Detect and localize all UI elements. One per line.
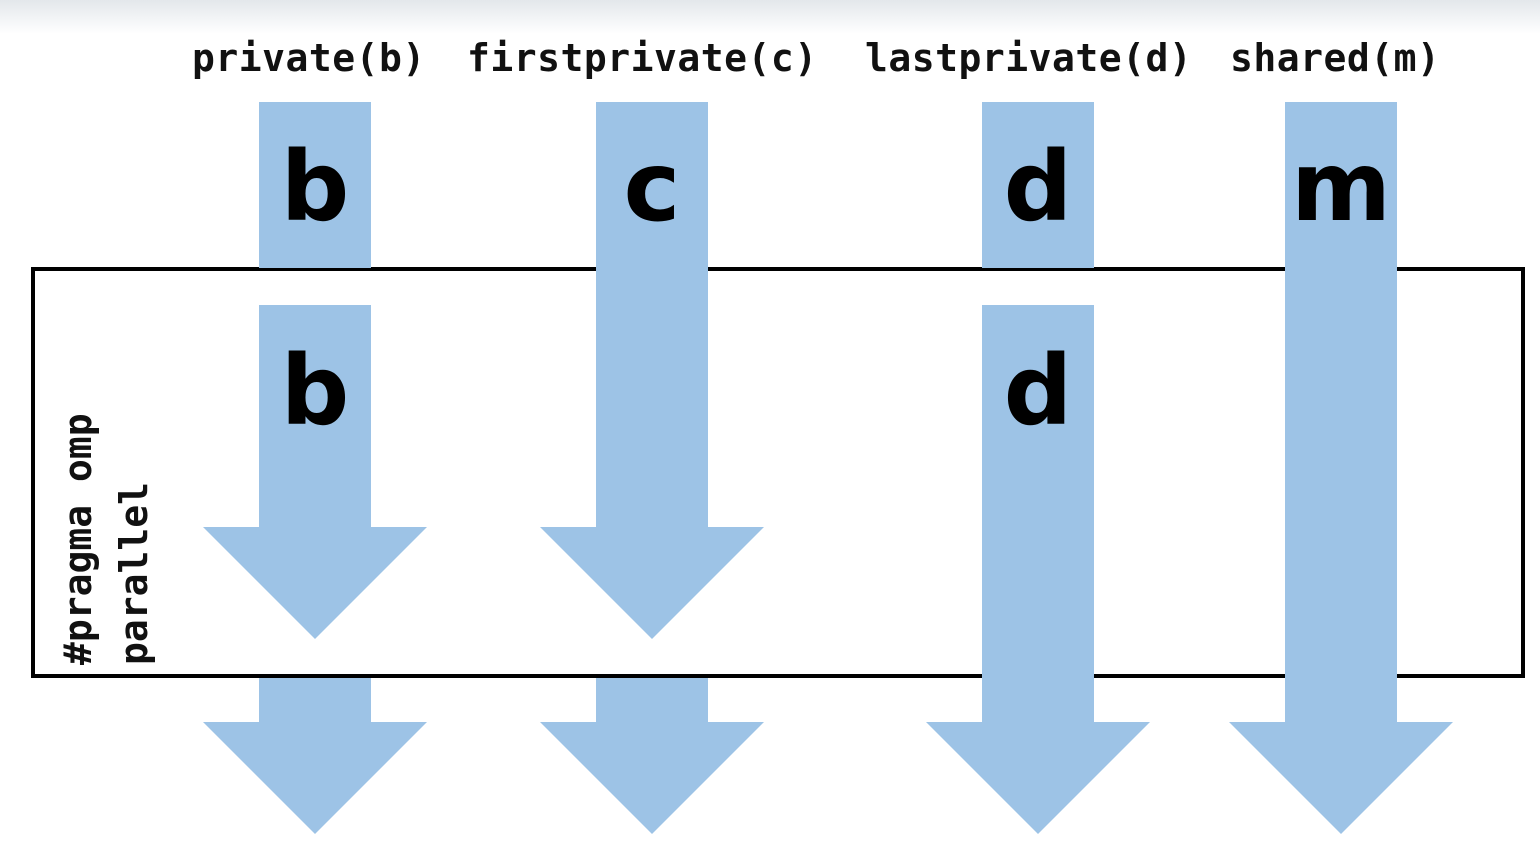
var-m-outer: m bbox=[1261, 132, 1421, 242]
pragma-line-1: #pragma omp bbox=[50, 413, 106, 665]
var-b-inner: b bbox=[235, 336, 395, 446]
var-b-outer: b bbox=[235, 132, 395, 242]
pragma-line-2: parallel bbox=[106, 413, 162, 665]
arrow-b-after bbox=[203, 678, 427, 834]
var-d-outer: d bbox=[958, 132, 1118, 242]
var-c-outer: c bbox=[572, 132, 732, 242]
pragma-label: #pragma omp parallel bbox=[50, 413, 162, 665]
arrow-c-after bbox=[540, 678, 764, 834]
var-d-inner: d bbox=[958, 336, 1118, 446]
